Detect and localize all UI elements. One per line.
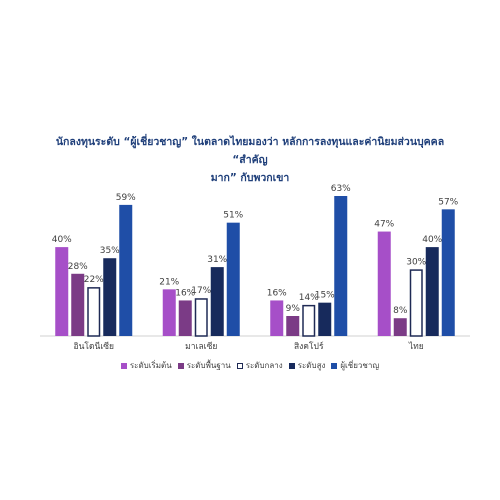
bar-4-2 bbox=[393, 318, 407, 336]
bar-3-4 bbox=[318, 302, 332, 336]
bar-1-3 bbox=[87, 287, 101, 337]
data-label-1-1: 40% bbox=[52, 235, 72, 245]
legend-label-2: ระดับพื้นฐาน bbox=[186, 361, 231, 370]
legend-label-4: ระดับสูง bbox=[297, 361, 326, 370]
data-label-1-2: 28% bbox=[68, 262, 88, 272]
legend-swatch-4 bbox=[288, 362, 295, 369]
legend-item-3: ระดับกลาง bbox=[236, 359, 283, 372]
data-label-2-3: 17% bbox=[191, 286, 211, 296]
data-label-4-2: 8% bbox=[393, 306, 408, 316]
chart-title-line-2: มาก” กับพวกเขา bbox=[210, 172, 290, 184]
bar-4-4 bbox=[425, 247, 439, 336]
data-label-3-5: 63% bbox=[331, 184, 351, 194]
bar-4-5 bbox=[441, 209, 455, 336]
category-label-3: สิงคโปร์ bbox=[294, 341, 324, 352]
bar-4-3 bbox=[409, 269, 423, 337]
data-label-1-5: 59% bbox=[116, 193, 136, 203]
data-label-2-4: 31% bbox=[207, 255, 227, 265]
legend-swatch-5 bbox=[331, 362, 338, 369]
data-label-2-1: 21% bbox=[159, 277, 179, 287]
data-label-2-5: 51% bbox=[223, 211, 243, 221]
legend-label-5: ผู้เชี่ยวชาญ bbox=[340, 361, 380, 370]
data-label-3-4: 15% bbox=[315, 291, 335, 301]
legend-item-4: ระดับสูง bbox=[288, 359, 326, 372]
legend-item-5: ผู้เชี่ยวชาญ bbox=[331, 359, 379, 372]
bar-2-2 bbox=[178, 300, 192, 336]
legend-swatch-1 bbox=[120, 362, 127, 369]
bar-3-5 bbox=[334, 196, 348, 336]
bar-2-1 bbox=[162, 289, 176, 336]
legend-item-1: ระดับเริ่มต้น bbox=[120, 359, 172, 372]
bar-2-5 bbox=[226, 222, 240, 336]
data-label-3-1: 16% bbox=[267, 288, 287, 298]
chart-title-line-1: นักลงทุนระดับ “ผู้เชี่ยวชาญ” ในตลาดไทยมอ… bbox=[55, 136, 445, 166]
data-label-2-2: 16% bbox=[175, 288, 195, 298]
data-label-4-4: 40% bbox=[422, 235, 442, 245]
category-label-2: มาเลเซีย bbox=[185, 341, 217, 352]
data-label-1-3: 22% bbox=[84, 275, 104, 285]
data-label-3-3: 14% bbox=[299, 293, 319, 303]
bar-1-4 bbox=[103, 258, 117, 336]
bar-3-3 bbox=[302, 304, 316, 337]
bar-3-1 bbox=[270, 300, 284, 336]
legend-item-2: ระดับพื้นฐาน bbox=[177, 359, 231, 372]
data-label-4-1: 47% bbox=[374, 220, 394, 230]
legend-swatch-2 bbox=[177, 362, 184, 369]
chart-title: นักลงทุนระดับ “ผู้เชี่ยวชาญ” ในตลาดไทยมอ… bbox=[40, 133, 460, 187]
bar-2-3 bbox=[194, 298, 208, 337]
data-label-3-2: 9% bbox=[286, 304, 301, 314]
legend-swatch-3 bbox=[236, 362, 243, 369]
category-label-4: ไทย bbox=[408, 341, 424, 352]
data-label-4-5: 57% bbox=[438, 197, 458, 207]
legend-label-3: ระดับกลาง bbox=[245, 361, 283, 370]
data-label-1-4: 35% bbox=[100, 246, 120, 256]
bar-1-1 bbox=[55, 247, 69, 336]
data-label-4-3: 30% bbox=[406, 257, 426, 267]
bar-1-5 bbox=[119, 204, 133, 336]
legend-label-1: ระดับเริ่มต้น bbox=[129, 361, 172, 370]
legend: ระดับเริ่มต้น ระดับพื้นฐาน ระดับกลาง ระดับส… bbox=[0, 359, 500, 372]
bar-2-4 bbox=[210, 267, 224, 336]
bar-4-1 bbox=[377, 231, 391, 336]
bar-3-2 bbox=[286, 316, 300, 336]
bar-1-2 bbox=[71, 273, 85, 336]
category-label-1: อินโดนีเซีย bbox=[74, 341, 114, 352]
